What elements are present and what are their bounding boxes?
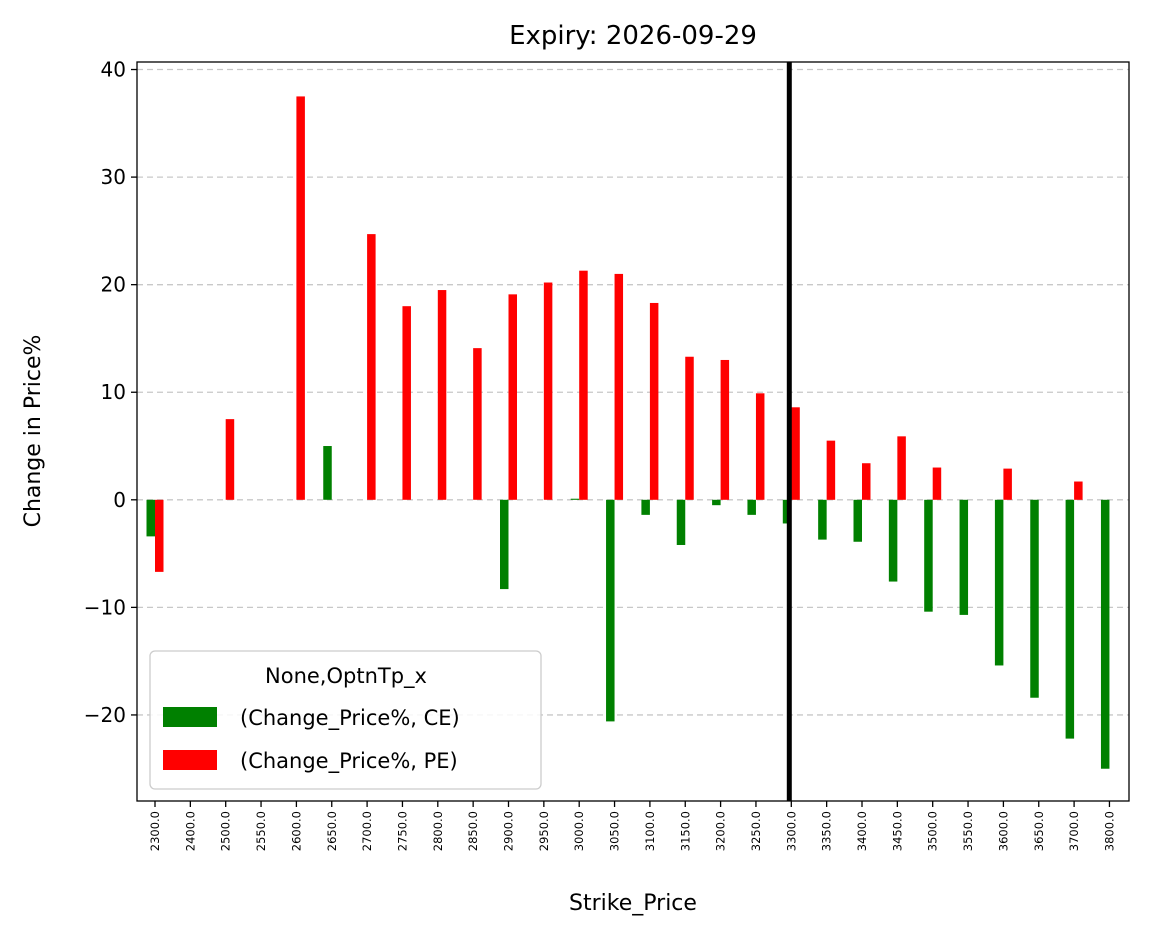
x-tick-label: 2800.0 bbox=[431, 811, 445, 851]
x-tick-label: 2700.0 bbox=[360, 811, 374, 851]
bar-pe-2950.0 bbox=[543, 282, 553, 500]
bar-pe-2600.0 bbox=[296, 96, 305, 500]
legend-title: None,OptnTp_x bbox=[265, 664, 427, 689]
x-tick-label: 3350.0 bbox=[820, 811, 834, 851]
bar-ce-3350.0 bbox=[818, 499, 827, 540]
x-tick-label: 2300.0 bbox=[148, 811, 162, 851]
bar-pe-3400.0 bbox=[862, 463, 871, 500]
x-tick-label: 2950.0 bbox=[537, 811, 551, 851]
x-tick-label: 3100.0 bbox=[643, 811, 657, 851]
x-tick-label: 3700.0 bbox=[1067, 811, 1081, 851]
bar-ce-3150.0 bbox=[676, 499, 686, 545]
bar-ce-3700.0 bbox=[1065, 499, 1075, 739]
bar-pe-2850.0 bbox=[473, 348, 482, 500]
bar-ce-3650.0 bbox=[1030, 499, 1039, 698]
legend-label-ce: (Change_Price%, CE) bbox=[240, 706, 460, 731]
bar-ce-3400.0 bbox=[853, 499, 862, 542]
x-tick-label: 3250.0 bbox=[749, 811, 763, 851]
x-tick-label: 3200.0 bbox=[714, 811, 728, 851]
bar-ce-3800.0 bbox=[1100, 499, 1110, 769]
x-tick-label: 3300.0 bbox=[784, 811, 798, 851]
bar-ce-3450.0 bbox=[888, 499, 898, 582]
bar-ce-2300.0 bbox=[146, 499, 155, 537]
legend-label-pe: (Change_Price%, PE) bbox=[240, 749, 458, 774]
x-tick-label: 3550.0 bbox=[961, 811, 975, 851]
bar-pe-3200.0 bbox=[720, 359, 730, 500]
x-tick-label: 2600.0 bbox=[289, 811, 303, 851]
bar-pe-2800.0 bbox=[437, 290, 447, 500]
x-tick-label: 2400.0 bbox=[183, 811, 197, 851]
y-tick-label: −10 bbox=[84, 595, 126, 619]
y-tick-label: 10 bbox=[101, 380, 126, 404]
bar-pe-2900.0 bbox=[508, 294, 517, 500]
legend-swatch-ce bbox=[163, 707, 217, 727]
y-tick-label: 0 bbox=[113, 488, 126, 512]
grid-lines bbox=[137, 68, 1129, 716]
bar-pe-3450.0 bbox=[897, 436, 906, 500]
bar-ce-3250.0 bbox=[747, 499, 756, 515]
bar-ce-3100.0 bbox=[641, 499, 650, 515]
x-tick-label: 3400.0 bbox=[855, 811, 869, 851]
y-tick-label: 40 bbox=[101, 58, 126, 82]
bar-pe-3500.0 bbox=[932, 467, 942, 500]
y-axis-label: Change in Price% bbox=[21, 335, 46, 528]
x-tick-label: 3800.0 bbox=[1102, 811, 1116, 851]
bar-ce-2650.0 bbox=[323, 446, 332, 500]
bars bbox=[146, 96, 1110, 769]
bar-pe-3100.0 bbox=[649, 302, 659, 500]
bar-ce-3200.0 bbox=[712, 499, 721, 506]
x-axis-ticks: 2300.0 2400.0 2500.0 2550.0 2600.0 2650.0 2700… bbox=[148, 801, 1116, 851]
y-tick-label: −20 bbox=[84, 703, 126, 727]
x-tick-label: 2500.0 bbox=[219, 811, 233, 851]
x-tick-label: 3500.0 bbox=[926, 811, 940, 851]
x-axis-label: Strike_Price bbox=[569, 891, 697, 916]
x-tick-label: 2650.0 bbox=[325, 811, 339, 851]
x-tick-label: 3600.0 bbox=[996, 811, 1010, 851]
x-tick-label: 2850.0 bbox=[466, 811, 480, 851]
bar-ce-3550.0 bbox=[959, 499, 969, 615]
x-tick-label: 3450.0 bbox=[890, 811, 904, 851]
bar-ce-2900.0 bbox=[500, 499, 509, 590]
bar-ce-3600.0 bbox=[994, 499, 1004, 666]
bar-pe-3150.0 bbox=[685, 356, 694, 500]
x-tick-label: 2750.0 bbox=[395, 811, 409, 851]
x-tick-label: 3050.0 bbox=[608, 811, 622, 851]
x-tick-label: 3000.0 bbox=[572, 811, 586, 851]
x-tick-label: 3650.0 bbox=[1032, 811, 1046, 851]
chart-title: Expiry: 2026-09-29 bbox=[509, 21, 757, 51]
bar-pe-2750.0 bbox=[402, 306, 411, 500]
x-tick-label: 2900.0 bbox=[502, 811, 516, 851]
bar-pe-2500.0 bbox=[225, 419, 235, 500]
y-tick-label: 30 bbox=[101, 165, 126, 189]
bar-ce-3000.0 bbox=[570, 498, 580, 500]
bar-pe-3350.0 bbox=[826, 440, 836, 500]
plot-frame bbox=[136, 61, 1130, 802]
y-tick-label: 20 bbox=[101, 273, 126, 297]
bar-pe-3250.0 bbox=[755, 393, 765, 500]
bar-ce-3050.0 bbox=[606, 499, 615, 722]
bar-pe-3300.0 bbox=[791, 407, 800, 500]
bar-pe-3000.0 bbox=[579, 270, 588, 500]
legend: None,OptnTp_x (Change_Price%, CE) (Chang… bbox=[149, 650, 542, 790]
legend-box bbox=[149, 650, 542, 790]
bar-pe-3600.0 bbox=[1003, 468, 1012, 500]
bar-pe-2300.0 bbox=[155, 499, 164, 572]
y-axis-ticks: −20 −10 0 10 20 30 40 bbox=[84, 58, 137, 727]
bar-pe-2700.0 bbox=[367, 234, 376, 500]
bar-ce-3500.0 bbox=[924, 499, 933, 612]
x-tick-label: 3150.0 bbox=[678, 811, 692, 851]
bar-pe-3700.0 bbox=[1074, 481, 1083, 500]
bar-pe-3050.0 bbox=[614, 273, 624, 500]
legend-swatch-pe bbox=[163, 750, 217, 770]
x-tick-label: 2550.0 bbox=[254, 811, 268, 851]
